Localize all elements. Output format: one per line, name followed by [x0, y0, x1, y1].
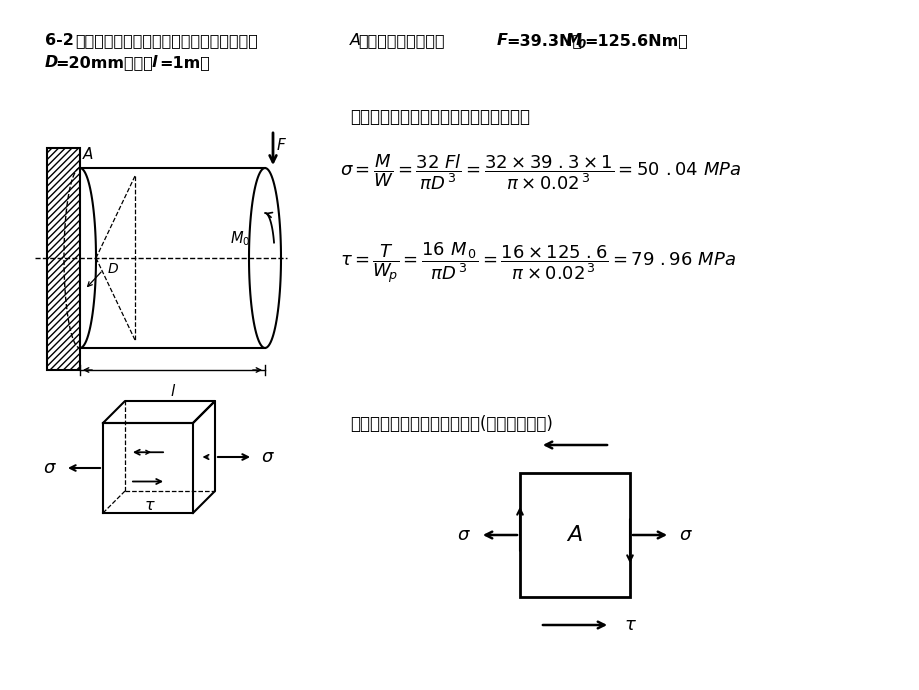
Text: =125.6Nm，: =125.6Nm，	[584, 33, 687, 48]
Bar	[47, 148, 80, 370]
Text: 6-2: 6-2	[45, 33, 74, 48]
Text: $M_0$: $M_0$	[230, 229, 250, 248]
Text: =20mm，杆长: =20mm，杆长	[55, 55, 153, 70]
Text: =1m。: =1m。	[159, 55, 210, 70]
Text: $\tau = \dfrac{T}{W_{\!p}} = \dfrac{16\ M_{\,0}}{\pi D^{\,3}} = \dfrac{16 \times: $\tau = \dfrac{T}{W_{\!p}} = \dfrac{16\ …	[340, 240, 735, 285]
Text: $\sigma$: $\sigma$	[261, 448, 275, 466]
Text: A: A	[83, 147, 93, 162]
Text: 解：按杆横截面和纵截面方向截取单元体: 解：按杆横截面和纵截面方向截取单元体	[349, 108, 529, 126]
Text: D: D	[45, 55, 58, 70]
Text: M: M	[565, 33, 581, 48]
Text: A: A	[349, 33, 360, 48]
Text: 单元体可画成平面单元体如图(从上往下观察): 单元体可画成平面单元体如图(从上往下观察)	[349, 415, 552, 433]
Text: $\tau$: $\tau$	[144, 497, 155, 513]
Text: $\tau$: $\tau$	[623, 616, 636, 634]
Text: 圆截面直杆受力如图所示。试用单元体表示: 圆截面直杆受力如图所示。试用单元体表示	[75, 33, 257, 48]
Text: F: F	[277, 139, 286, 153]
Text: =39.3N，: =39.3N，	[505, 33, 582, 48]
Text: $\sigma$: $\sigma$	[457, 526, 471, 544]
Text: $\sigma$: $\sigma$	[678, 526, 692, 544]
Text: A: A	[567, 525, 582, 545]
Text: 0: 0	[577, 38, 585, 51]
Text: F: F	[496, 33, 507, 48]
Text: l: l	[170, 384, 175, 399]
Bar	[519, 473, 630, 597]
Text: 点的应力状态。已知: 点的应力状态。已知	[357, 33, 444, 48]
Text: $\sigma$: $\sigma$	[43, 459, 57, 477]
Text: l: l	[152, 55, 157, 70]
Text: $\sigma = \dfrac{M}{W} = \dfrac{32\ Fl}{\pi D^{\,3}} = \dfrac{32 \times 39\ .3 \: $\sigma = \dfrac{M}{W} = \dfrac{32\ Fl}{…	[340, 152, 741, 192]
Text: D: D	[108, 262, 119, 276]
